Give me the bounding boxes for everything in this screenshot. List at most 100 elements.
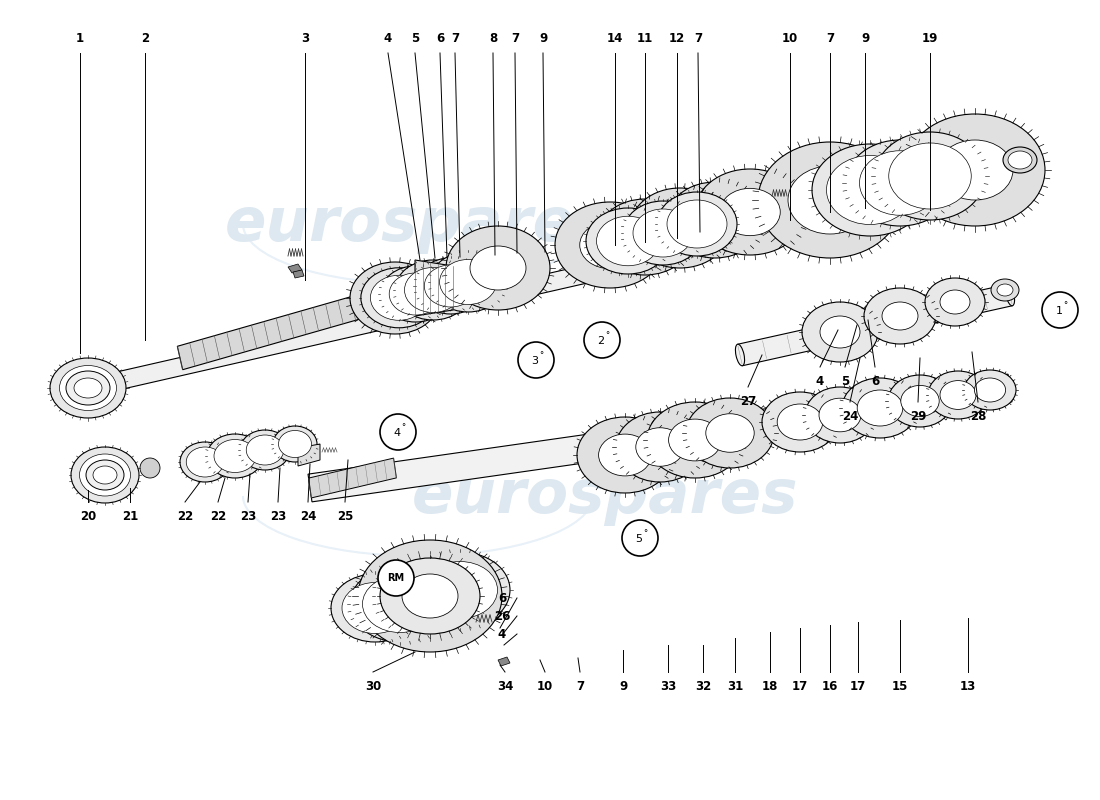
Text: °: ° [642,530,647,538]
Ellipse shape [405,267,462,313]
Ellipse shape [689,199,741,241]
Text: 32: 32 [695,680,711,693]
Ellipse shape [422,562,497,618]
Text: 5: 5 [411,32,419,45]
Ellipse shape [72,447,139,503]
Text: 23: 23 [270,510,286,523]
Text: °: ° [400,423,405,433]
Text: 31: 31 [727,680,744,693]
Text: 13: 13 [960,680,976,693]
Ellipse shape [180,442,230,482]
Text: 6: 6 [498,591,506,605]
Ellipse shape [1008,151,1032,169]
Ellipse shape [842,378,918,438]
Ellipse shape [874,132,984,220]
Polygon shape [415,260,453,316]
Ellipse shape [273,426,317,462]
Ellipse shape [636,428,684,466]
Ellipse shape [246,435,284,465]
Ellipse shape [410,552,510,628]
Ellipse shape [50,358,127,418]
Text: °: ° [539,351,543,361]
Text: °: ° [605,331,609,341]
Ellipse shape [901,386,939,417]
Text: 24: 24 [300,510,316,523]
Ellipse shape [820,316,860,348]
Text: 11: 11 [637,32,653,45]
Ellipse shape [706,414,755,452]
Text: 10: 10 [782,32,799,45]
Ellipse shape [59,366,117,410]
Text: 3: 3 [301,32,309,45]
Text: 30: 30 [365,680,381,693]
Ellipse shape [363,575,438,633]
Text: 9: 9 [539,32,547,45]
Ellipse shape [882,302,918,330]
Text: 2: 2 [141,32,150,45]
Ellipse shape [647,402,742,478]
Text: 1: 1 [76,32,84,45]
Ellipse shape [846,140,954,226]
Ellipse shape [416,258,485,314]
Text: 26: 26 [494,610,510,622]
Text: 3: 3 [531,356,539,366]
Text: °: ° [1063,302,1067,310]
Text: 16: 16 [822,680,838,693]
Ellipse shape [350,566,450,642]
Polygon shape [98,166,1022,394]
Ellipse shape [857,390,903,426]
Text: 7: 7 [826,32,834,45]
Ellipse shape [864,288,936,344]
Ellipse shape [371,275,428,320]
Ellipse shape [375,554,485,638]
Text: 23: 23 [240,510,256,523]
Ellipse shape [66,371,110,405]
Ellipse shape [358,540,502,652]
Text: 28: 28 [970,410,987,423]
Ellipse shape [186,447,223,477]
Ellipse shape [598,434,651,476]
Text: 17: 17 [792,680,808,693]
Text: 7: 7 [576,680,584,693]
Text: 1: 1 [1056,306,1063,316]
Ellipse shape [74,378,102,398]
Ellipse shape [778,404,823,440]
Text: 34: 34 [497,680,514,693]
Ellipse shape [596,216,660,266]
Ellipse shape [389,273,442,315]
Text: 7: 7 [510,32,519,45]
Ellipse shape [446,226,550,310]
Ellipse shape [820,398,861,432]
Ellipse shape [630,188,730,268]
Ellipse shape [758,142,902,258]
Text: 6: 6 [871,375,879,388]
Ellipse shape [361,268,437,328]
Circle shape [378,560,414,596]
Ellipse shape [430,252,506,312]
Ellipse shape [597,199,693,275]
Text: 22: 22 [210,510,227,523]
Text: 15: 15 [892,680,909,693]
Text: 22: 22 [177,510,194,523]
Text: 9: 9 [619,680,627,693]
Ellipse shape [618,216,671,258]
Text: 10: 10 [537,680,553,693]
Ellipse shape [736,344,745,366]
Ellipse shape [586,208,670,274]
Text: 5: 5 [636,534,642,544]
Text: 7: 7 [451,32,459,45]
Ellipse shape [695,169,805,255]
Ellipse shape [214,439,256,473]
Ellipse shape [556,202,666,288]
Polygon shape [498,657,510,666]
Text: 29: 29 [910,410,926,423]
Ellipse shape [686,398,774,468]
Ellipse shape [381,266,451,322]
Text: 33: 33 [660,680,676,693]
Ellipse shape [889,143,971,209]
Text: 8: 8 [488,32,497,45]
Text: 19: 19 [922,32,938,45]
Text: 24: 24 [842,410,858,423]
Ellipse shape [278,430,311,458]
Polygon shape [298,444,320,466]
